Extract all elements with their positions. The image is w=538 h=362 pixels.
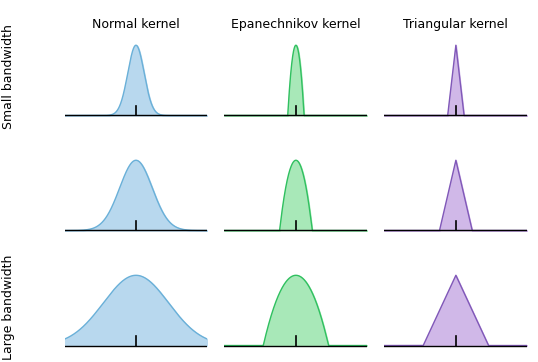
Text: Small bandwidth: Small bandwidth (2, 24, 15, 129)
Text: Normal kernel: Normal kernel (92, 18, 180, 31)
Text: Triangular kernel: Triangular kernel (404, 18, 508, 31)
Text: Epanechnikov kernel: Epanechnikov kernel (231, 18, 360, 31)
Text: Large bandwidth: Large bandwidth (2, 254, 15, 359)
